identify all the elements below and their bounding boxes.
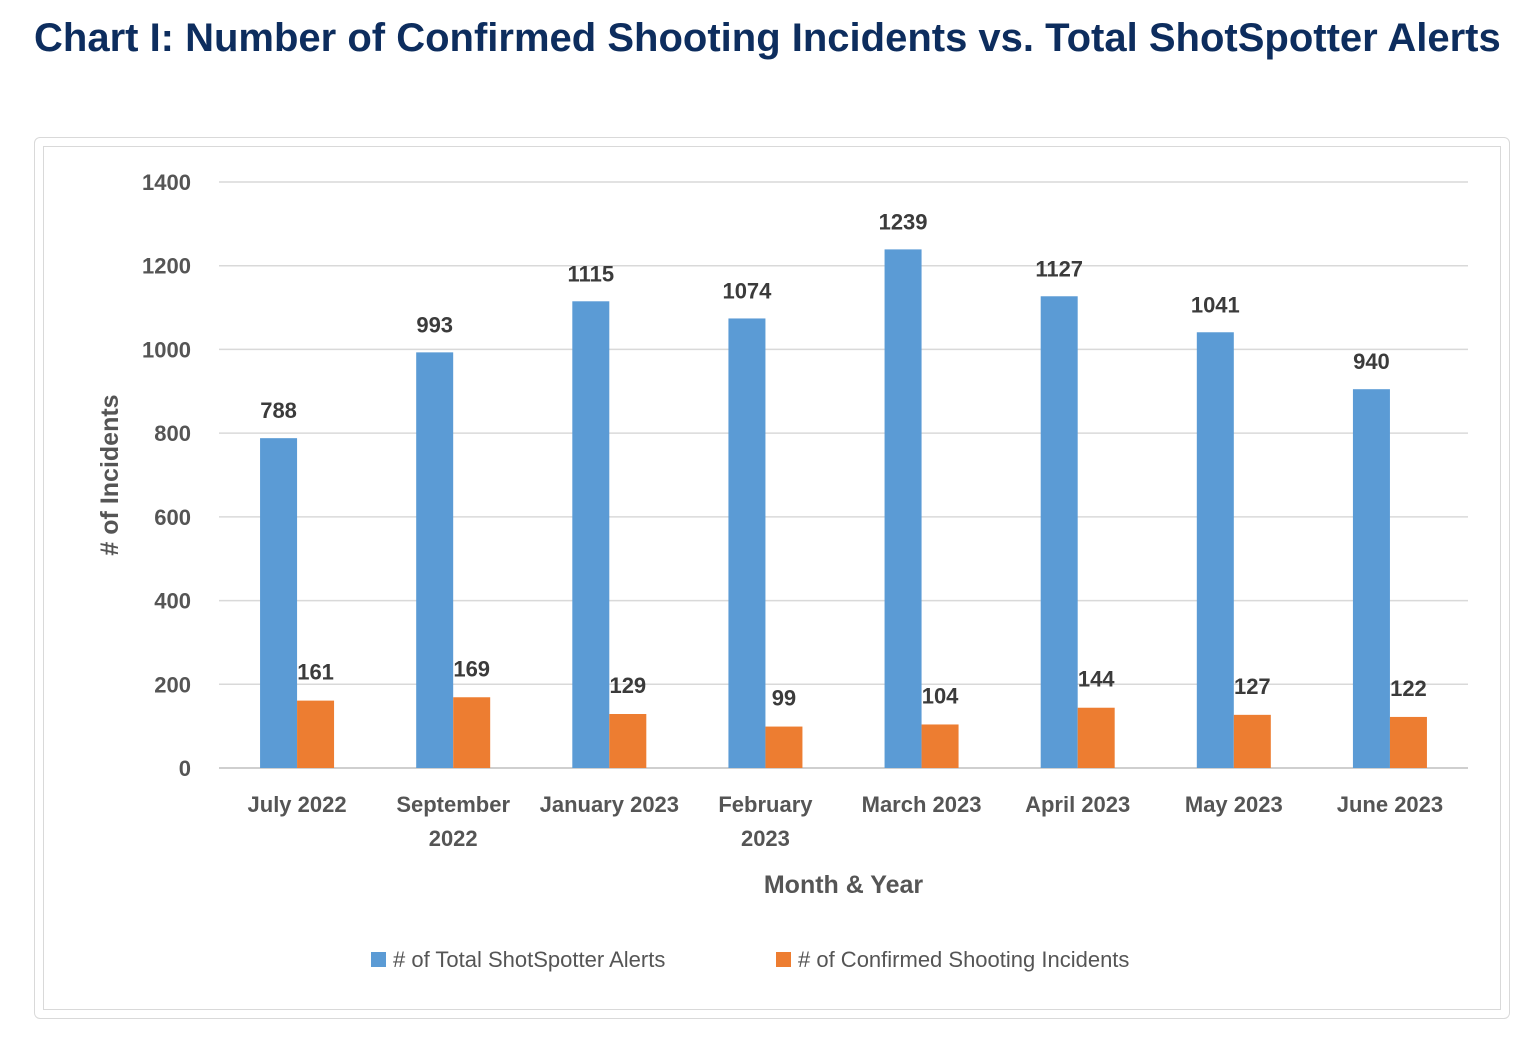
bar-confirmed <box>1389 716 1427 768</box>
data-label: 169 <box>453 656 490 681</box>
bar-confirmed <box>297 700 335 768</box>
data-label: 788 <box>260 398 297 423</box>
data-label: 104 <box>922 683 959 708</box>
chart-area: 0 200 400 600 800 1000 1200 1400 788 993 1115 1074 1… <box>43 146 1501 1010</box>
data-label: 122 <box>1390 676 1427 701</box>
bar-confirmed <box>1233 714 1271 768</box>
bar-confirmed <box>921 724 959 768</box>
x-tick-label: April 2023 <box>1025 792 1130 817</box>
x-tick-label: July 2022 <box>248 792 347 817</box>
bar-alerts <box>260 438 298 768</box>
y-tick-label: 1400 <box>142 170 191 195</box>
data-label: 127 <box>1234 674 1271 699</box>
bar-alerts <box>416 352 454 768</box>
data-label: 1127 <box>1035 256 1083 281</box>
y-tick-label: 600 <box>154 505 191 530</box>
x-tick-label: September <box>396 792 510 817</box>
data-label: 993 <box>416 312 453 337</box>
y-tick-label: 0 <box>179 756 191 781</box>
y-tick-label: 1000 <box>142 337 191 362</box>
legend-label-alerts: # of Total ShotSpotter Alerts <box>393 947 665 972</box>
legend-label-confirmed: # of Confirmed Shooting Incidents <box>798 947 1129 972</box>
x-tick-label: May 2023 <box>1185 792 1283 817</box>
legend-swatch-alerts <box>371 952 386 967</box>
bar-alerts <box>572 301 610 768</box>
y-tick-label: 800 <box>154 421 191 446</box>
data-label: 161 <box>297 660 334 685</box>
data-label: 1239 <box>879 209 928 234</box>
bar-alerts <box>728 318 766 768</box>
x-tick-label: March 2023 <box>862 792 982 817</box>
y-tick-label: 400 <box>154 589 191 614</box>
y-tick-label: 1200 <box>142 254 191 279</box>
x-tick-label: 2023 <box>741 826 790 851</box>
x-tick-label: 2022 <box>429 826 478 851</box>
y-tick-label: 200 <box>154 672 191 697</box>
bar-confirmed <box>453 697 491 768</box>
bar-alerts <box>1040 296 1078 768</box>
data-label: 1115 <box>568 261 615 286</box>
x-tick-label: February <box>718 792 813 817</box>
bar-confirmed <box>765 726 803 768</box>
chart-frame: 0 200 400 600 800 1000 1200 1400 788 993 1115 1074 1… <box>34 137 1510 1019</box>
bar-confirmed <box>1077 707 1115 768</box>
legend-swatch-confirmed <box>776 952 791 967</box>
bar-confirmed <box>609 714 647 768</box>
data-label: 129 <box>609 673 646 698</box>
bar-alerts <box>1196 332 1234 768</box>
page-title: Chart I: Number of Confirmed Shooting In… <box>34 16 1501 60</box>
bar-chart: 0 200 400 600 800 1000 1200 1400 788 993 1115 1074 1… <box>96 170 1468 972</box>
bar-alerts <box>1352 389 1390 768</box>
data-label: 940 <box>1353 349 1390 374</box>
y-axis-title: # of Incidents <box>96 394 124 555</box>
data-label: 144 <box>1078 667 1115 692</box>
data-label: 1041 <box>1191 292 1240 317</box>
data-label: 1074 <box>722 278 772 303</box>
x-tick-label: January 2023 <box>540 792 679 817</box>
bar-alerts <box>884 249 922 768</box>
x-tick-label: June 2023 <box>1337 792 1443 817</box>
data-label: 99 <box>772 686 796 711</box>
x-axis-title: Month & Year <box>764 871 924 899</box>
